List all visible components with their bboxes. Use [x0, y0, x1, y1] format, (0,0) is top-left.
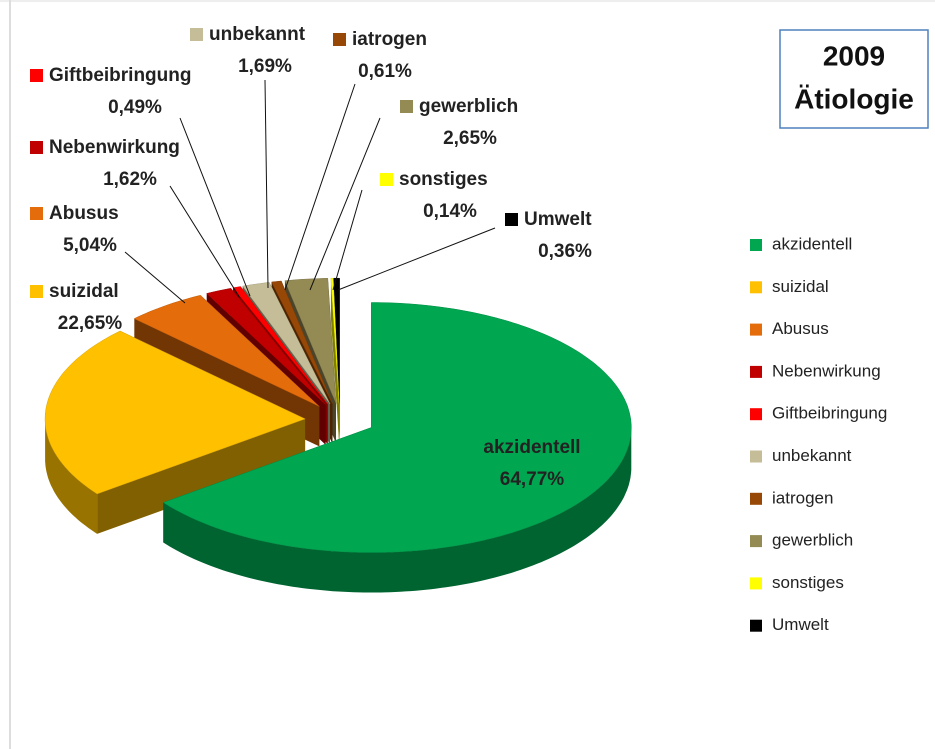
data-label-value: 22,65%: [58, 313, 123, 334]
label-swatch: [30, 141, 43, 154]
label-swatch: [505, 213, 518, 226]
data-label-name: sonstiges: [399, 169, 488, 190]
slice: [162, 302, 632, 553]
legend-swatch: [750, 365, 762, 378]
label-swatch: [380, 173, 393, 186]
data-label-value: 1,69%: [238, 56, 292, 77]
leader-line: [264, 79, 269, 289]
legend-swatch: [750, 619, 762, 632]
data-label-value: 2,65%: [443, 128, 497, 149]
legend-swatch: [750, 323, 762, 336]
chart-subtitle: Ätiologie: [794, 83, 914, 114]
legend-label: Umwelt: [772, 615, 829, 634]
legend-swatch: [750, 281, 762, 294]
data-label-name: Umwelt: [524, 209, 592, 230]
legend-label: Giftbeibringung: [772, 404, 887, 423]
legend-label: sonstiges: [772, 573, 844, 592]
legend-swatch: [750, 239, 762, 251]
slice: [206, 288, 326, 405]
slice: [284, 278, 337, 404]
leader-line: [332, 189, 363, 291]
data-label-name: Nebenwirkung: [49, 137, 180, 158]
leader-line: [124, 251, 186, 304]
data-label-name: unbekannt: [209, 24, 306, 45]
label-swatch: [333, 33, 346, 46]
label-swatch: [190, 28, 203, 41]
slice: [44, 330, 306, 495]
legend-label: Nebenwirkung: [772, 361, 881, 380]
slice-side: [45, 418, 98, 534]
slice-side: [163, 427, 632, 593]
data-label-value: 1,62%: [103, 169, 157, 190]
data-label-name: iatrogen: [352, 29, 427, 50]
data-label-value: 0,36%: [538, 241, 592, 262]
data-label-name: suizidal: [49, 281, 119, 302]
chart-title: 2009: [823, 40, 885, 71]
data-label-name: akzidentell: [483, 437, 580, 458]
label-swatch: [400, 100, 413, 113]
legend-swatch: [750, 450, 762, 463]
legend-label: akzidentell: [772, 234, 852, 253]
legend-label: Abusus: [772, 319, 829, 338]
title-box: [779, 29, 929, 129]
label-swatch: [30, 207, 43, 220]
slice-cut: [97, 418, 306, 534]
legend-label: iatrogen: [772, 488, 833, 507]
legend-label: unbekannt: [772, 446, 852, 465]
label-swatch: [30, 285, 43, 298]
data-label-name: Abusus: [49, 203, 119, 224]
slice-cut: [330, 278, 340, 444]
leader-line: [179, 117, 251, 297]
leader-line: [169, 185, 241, 299]
data-label-name: Giftbeibringung: [49, 65, 191, 86]
data-label-value: 0,14%: [423, 201, 477, 222]
slice: [330, 277, 340, 404]
label-swatch: [30, 69, 43, 82]
data-label-value: 64,77%: [500, 469, 565, 490]
slice: [133, 295, 320, 407]
leader-line: [309, 117, 381, 291]
leader-line: [284, 83, 356, 291]
data-label-name: gewerblich: [419, 96, 518, 117]
legend-swatch: [750, 492, 762, 505]
legend-swatch: [750, 535, 762, 548]
legend-label: suizidal: [772, 277, 829, 296]
data-label-value: 0,49%: [108, 97, 162, 118]
pie: [44, 277, 632, 593]
legend-label: gewerblich: [772, 531, 853, 550]
slice: [271, 280, 333, 404]
data-label-value: 0,61%: [358, 61, 412, 82]
leader-line: [337, 227, 496, 291]
data-label-value: 5,04%: [63, 235, 117, 256]
slice: [232, 286, 328, 405]
legend-swatch: [750, 408, 762, 421]
legend-swatch: [750, 577, 762, 590]
